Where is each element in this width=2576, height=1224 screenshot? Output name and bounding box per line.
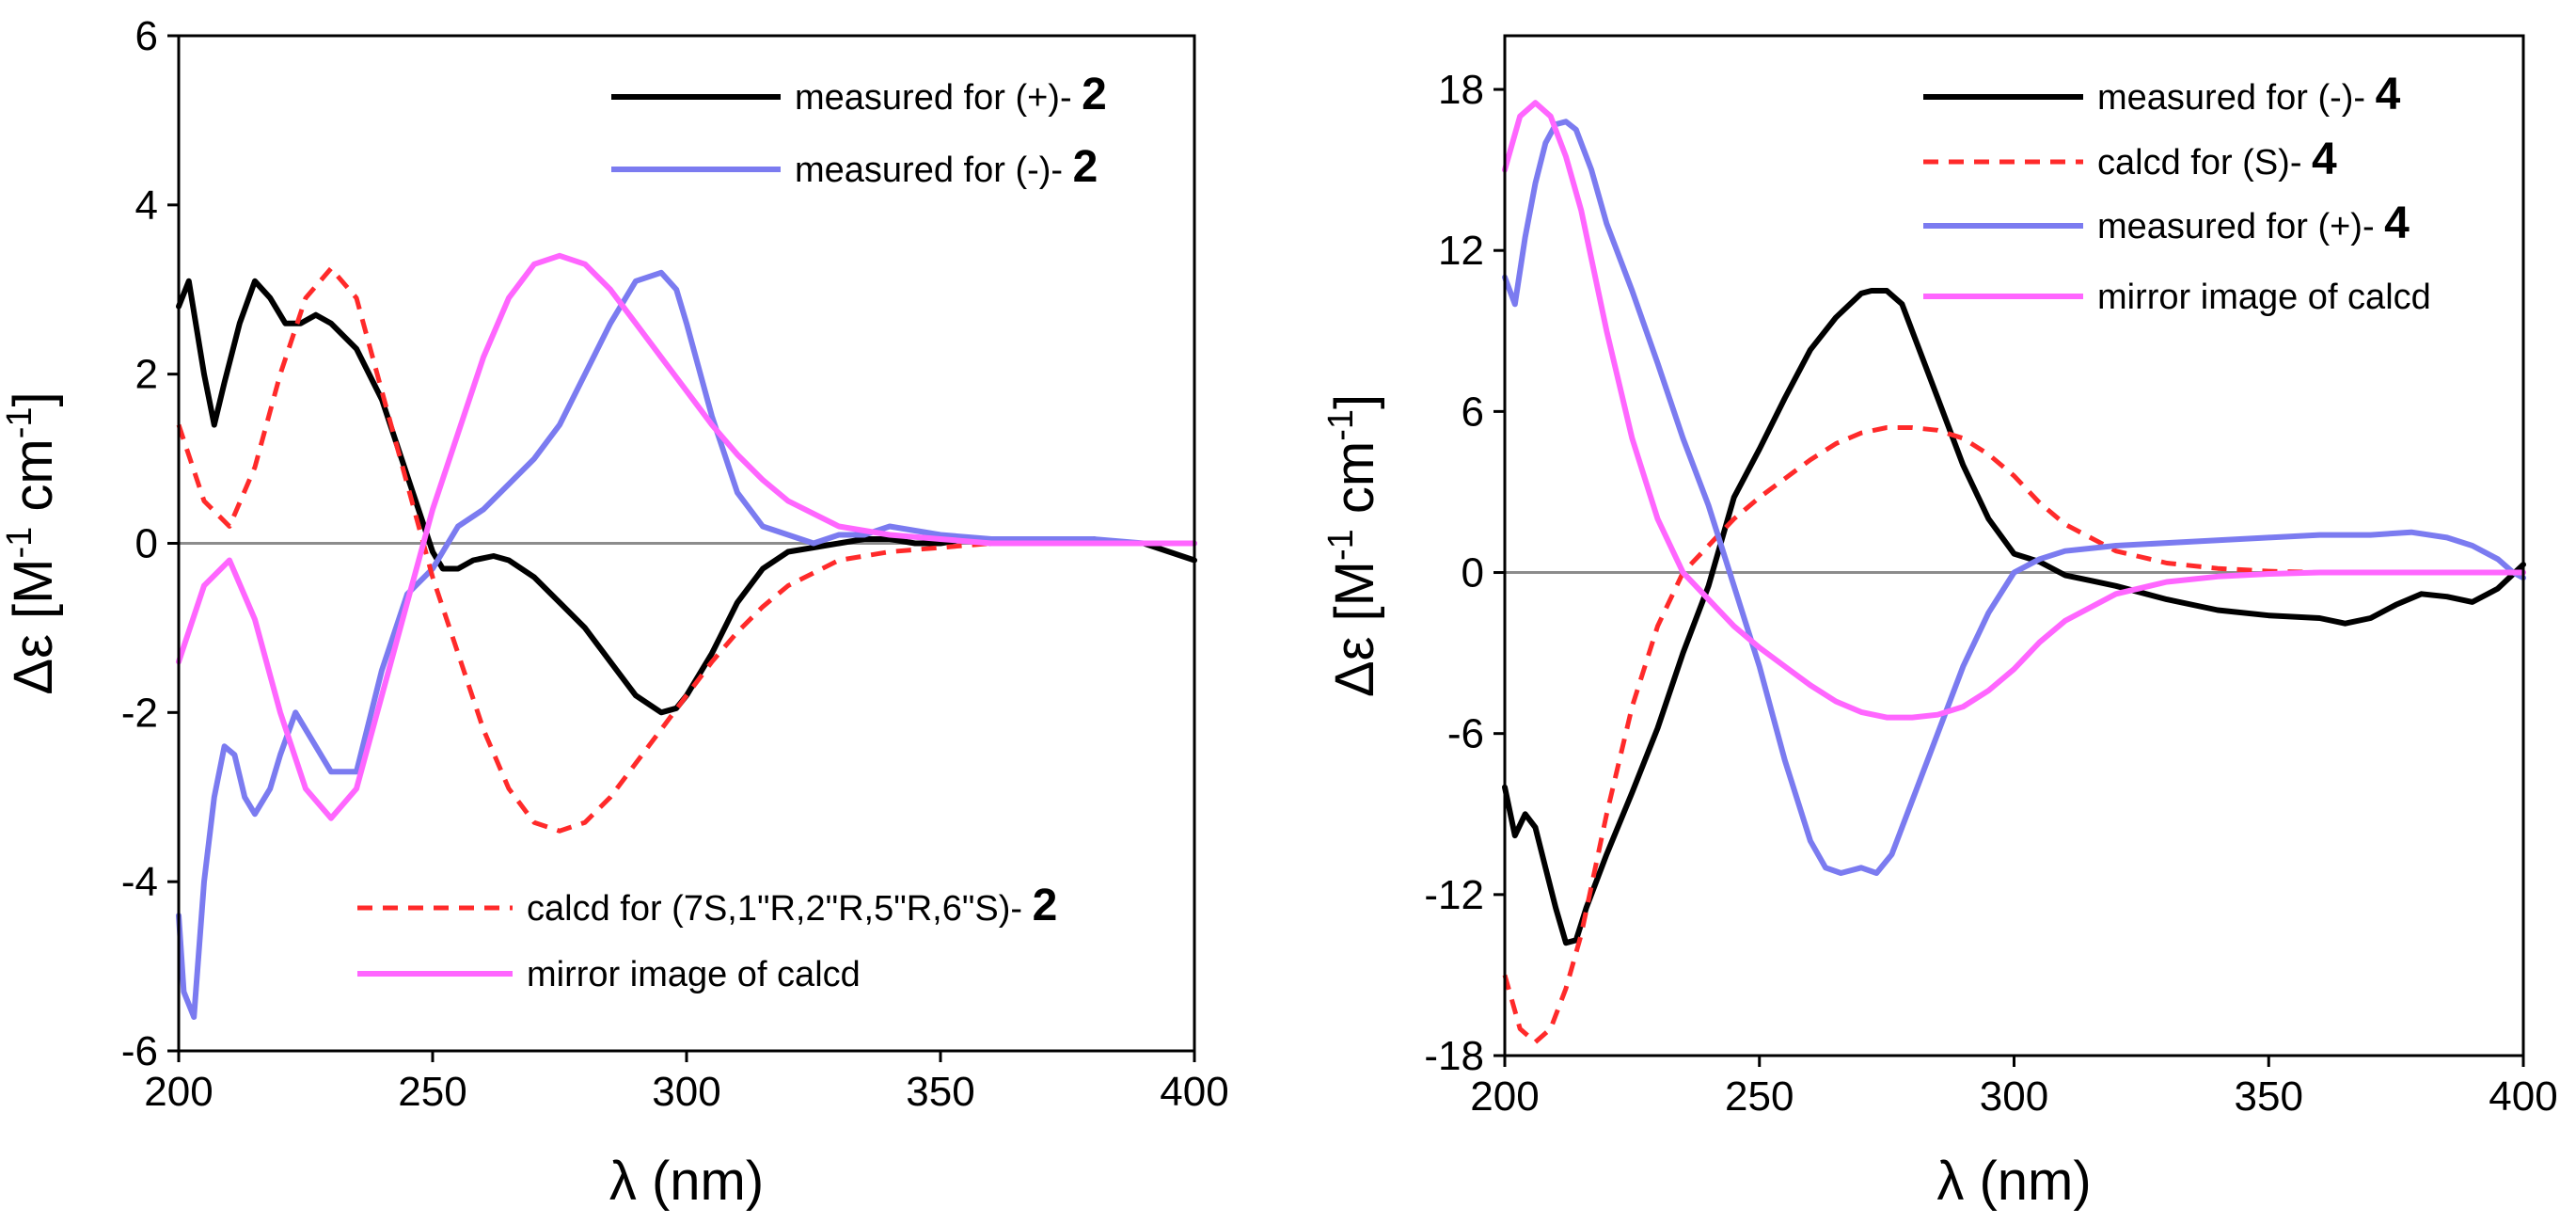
y-tick-label: -2 xyxy=(121,690,158,736)
x-tick-label: 350 xyxy=(906,1069,974,1115)
y-tick-label: 4 xyxy=(135,183,158,229)
y-tick-label: -6 xyxy=(121,1028,158,1074)
series-line-measured_plus_2 xyxy=(176,278,1197,716)
x-tick-label: 400 xyxy=(1160,1069,1228,1115)
series-line-calcd_2 xyxy=(176,265,1194,834)
legend-top-right: measured for (-)- 4 calcd for (S)- 4 measu… xyxy=(1923,70,2431,317)
y-axis-title: Δε [M-1 cm-1] xyxy=(1321,394,1385,697)
legend-bottom-right: calcd for (7S,1"R,2"R,5"R,6"S)- 2 mirror … xyxy=(357,881,1057,994)
x-tick-label: 200 xyxy=(1470,1073,1539,1120)
y-tick-label: -6 xyxy=(1447,711,1484,757)
x-tick-label: 300 xyxy=(1980,1073,2048,1120)
x-tick-label: 400 xyxy=(2489,1073,2557,1120)
x-tick-label: 300 xyxy=(652,1069,720,1115)
y-tick-label: 0 xyxy=(135,521,158,567)
x-tick-label: 350 xyxy=(2235,1073,2303,1120)
y-tick-label: 2 xyxy=(135,352,158,398)
legend-top-right: measured for (+)- 2 measured for (-)- 2 xyxy=(611,70,1107,192)
series-line-mirror_2 xyxy=(176,252,1197,821)
y-tick-label: -18 xyxy=(1424,1033,1484,1079)
legend-label-mirror_4: mirror image of calcd xyxy=(2097,278,2431,317)
x-tick-label: 200 xyxy=(144,1069,213,1115)
series-line-measured_minus_4 xyxy=(1502,288,2526,946)
plot-frame xyxy=(1503,34,2525,1057)
left-chart-panel: 200 250 300 350 400 -6 -4 -2 0 2 4 6 λ (nm) Δε [M-1 c… xyxy=(0,13,1229,1212)
legend-label-measured_plus_4: measured for (+)- 4 xyxy=(2097,199,2410,248)
x-axis-title: λ (nm) xyxy=(609,1151,764,1212)
legend-label-calcd_2: calcd for (7S,1"R,2"R,5"R,6"S)- 2 xyxy=(527,881,1057,930)
series-line-measured_plus_4 xyxy=(1502,119,2526,876)
y-tick-label: 12 xyxy=(1438,228,1484,274)
legend-label-mirror_2: mirror image of calcd xyxy=(527,955,861,994)
legend-label-calcd_4: calcd for (S)- 4 xyxy=(2097,135,2337,184)
y-tick-label: -12 xyxy=(1424,872,1484,918)
legend-label-measured_minus_4: measured for (-)- 4 xyxy=(2097,70,2401,119)
right-chart-panel: 200 250 300 350 400 -18 -12 -6 0 6 12 18 λ (nm) Δε [M… xyxy=(1321,34,2558,1212)
y-tick-label: -4 xyxy=(121,859,158,905)
y-axis-title: Δε [M-1 cm-1] xyxy=(0,391,64,694)
legend-label-measured_minus_2: measured for (-)- 2 xyxy=(795,142,1098,192)
x-axis-title: λ (nm) xyxy=(1936,1151,2091,1212)
y-tick-label: 6 xyxy=(1462,389,1484,435)
x-tick-label: 250 xyxy=(1725,1073,1794,1120)
series-line-measured_minus_2 xyxy=(176,269,1197,1020)
series-line-calcd_4 xyxy=(1502,425,2523,1045)
legend-label-measured_plus_2: measured for (+)- 2 xyxy=(795,70,1107,119)
y-tick-label: 0 xyxy=(1462,550,1484,596)
y-tick-label: 6 xyxy=(135,13,158,59)
x-tick-label: 250 xyxy=(398,1069,466,1115)
series-line-mirror_4 xyxy=(1502,100,2526,721)
y-tick-label: 18 xyxy=(1438,67,1484,113)
